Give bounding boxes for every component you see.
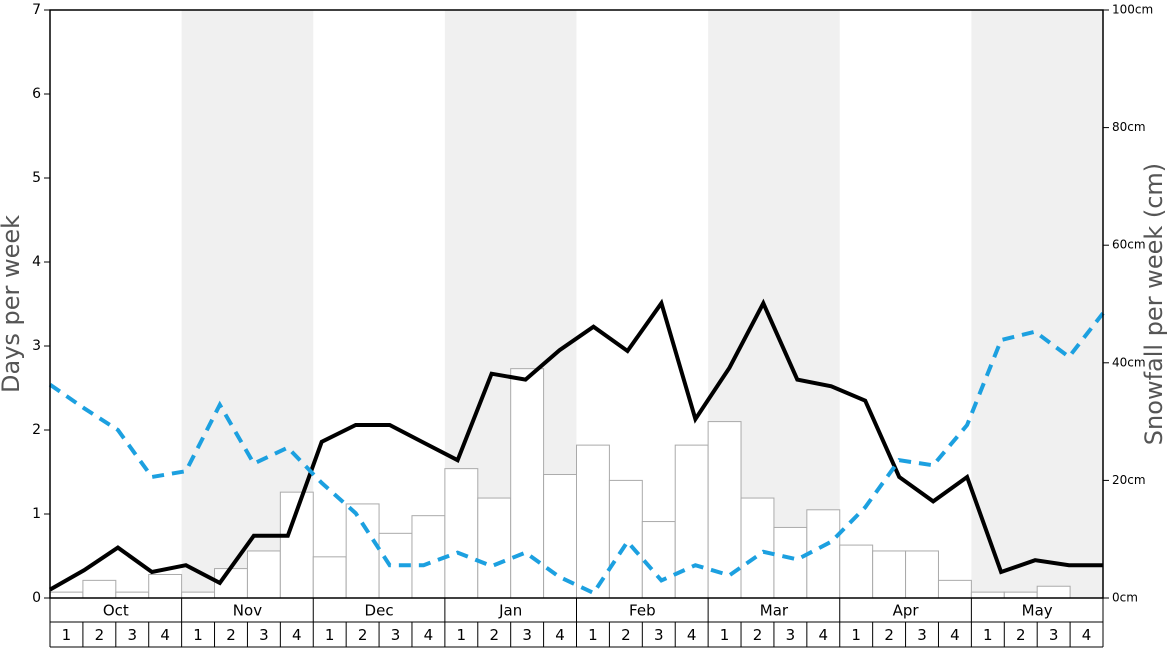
week-label: 4	[819, 626, 829, 644]
bar	[1003, 591, 1038, 599]
line	[49, 298, 1103, 592]
bar	[148, 573, 183, 599]
month-label: Oct	[103, 602, 129, 620]
bar	[411, 515, 446, 599]
bar	[937, 579, 972, 599]
week-label: 4	[1082, 626, 1092, 644]
y2-tick-label: 0cm	[1112, 591, 1138, 605]
bar	[641, 521, 676, 599]
bar	[115, 591, 150, 599]
week-label: 4	[555, 626, 565, 644]
bar	[806, 509, 841, 599]
week-label: 1	[851, 626, 861, 644]
week-label: 2	[358, 626, 368, 644]
y-tick-label: 0	[32, 590, 41, 606]
week-label: 4	[160, 626, 170, 644]
week-label: 1	[193, 626, 203, 644]
month-label: Jan	[498, 602, 522, 620]
y-axis-label: Days per week	[0, 215, 25, 393]
bar	[839, 544, 874, 599]
bar	[49, 591, 84, 599]
bar	[312, 556, 347, 599]
week-label: 3	[391, 626, 401, 644]
bar	[576, 444, 610, 599]
bar	[246, 550, 281, 599]
bar	[543, 474, 577, 599]
week-label: 4	[424, 626, 434, 644]
week-label: 2	[884, 626, 894, 644]
bar	[345, 503, 380, 599]
week-label: 4	[687, 626, 697, 644]
bar	[477, 497, 512, 599]
week-label: 4	[950, 626, 960, 644]
week-label: 1	[457, 626, 467, 644]
bar	[444, 468, 479, 599]
bar	[872, 550, 907, 599]
y-tick-label: 3	[32, 338, 41, 354]
bar	[608, 479, 643, 599]
week-label: 2	[753, 626, 763, 644]
month-label: Apr	[893, 602, 920, 620]
line	[48, 311, 1105, 596]
week-label: 1	[588, 626, 598, 644]
week-label: 3	[786, 626, 796, 644]
month-band	[971, 10, 1103, 598]
week-label: 3	[917, 626, 927, 644]
y-tick-label: 4	[32, 254, 41, 270]
y-tick-label: 2	[32, 422, 41, 438]
week-label: 2	[621, 626, 631, 644]
week-label: 1	[983, 626, 993, 644]
y2-tick-label: 20cm	[1112, 473, 1146, 487]
y-tick-label: 6	[32, 86, 41, 102]
week-label: 1	[325, 626, 335, 644]
week-label: 2	[95, 626, 105, 644]
month-label: Dec	[365, 602, 394, 620]
month-label: Feb	[629, 602, 656, 620]
week-label: 2	[489, 626, 499, 644]
bar	[674, 444, 709, 599]
month-label: May	[1022, 602, 1053, 620]
bar	[82, 579, 117, 599]
week-label: 3	[654, 626, 664, 644]
week-label: 2	[226, 626, 236, 644]
bar	[773, 526, 808, 599]
y2-tick-label: 60cm	[1112, 238, 1146, 252]
y-tick-label: 7	[32, 2, 41, 18]
month-label: Mar	[760, 602, 789, 620]
week-label: 1	[62, 626, 72, 644]
y2-tick-label: 80cm	[1112, 120, 1146, 134]
bar	[970, 591, 1005, 599]
bar	[905, 550, 939, 599]
y2-tick-label: 100cm	[1112, 3, 1153, 17]
month-label: Nov	[233, 602, 262, 620]
week-label: 3	[1049, 626, 1059, 644]
week-label: 4	[292, 626, 302, 644]
week-label: 3	[127, 626, 137, 644]
week-label: 3	[522, 626, 532, 644]
y-tick-label: 1	[32, 506, 41, 522]
week-label: 2	[1016, 626, 1026, 644]
bar	[181, 591, 216, 599]
y2-tick-label: 40cm	[1112, 355, 1146, 369]
week-label: 1	[720, 626, 730, 644]
bar	[1036, 585, 1071, 599]
week-label: 3	[259, 626, 269, 644]
bar	[740, 497, 775, 599]
y-tick-label: 5	[32, 170, 41, 186]
y2-axis-label: Snowfall per week (cm)	[1140, 163, 1168, 445]
